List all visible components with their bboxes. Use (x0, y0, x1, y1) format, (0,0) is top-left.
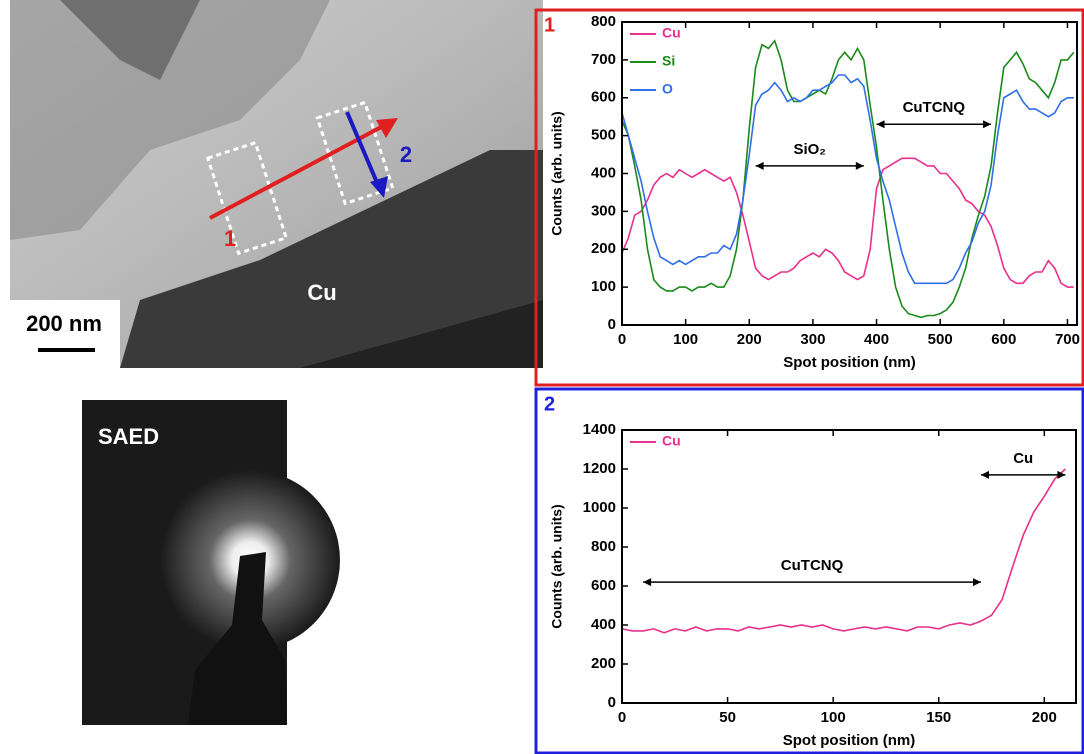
panel-label: 2 (544, 393, 555, 415)
legend-label: O (662, 81, 673, 97)
data-line (621, 157, 1074, 288)
y-tick-label: 300 (591, 202, 616, 219)
y-tick-label: 800 (591, 13, 616, 30)
y-tick-label: 1200 (583, 460, 616, 477)
x-tick-label: 100 (673, 331, 698, 348)
tem-image: 1 2 Cu 200 nm (10, 0, 543, 368)
plot-area (621, 429, 1077, 704)
x-tick-label: 50 (719, 709, 736, 726)
x-tick-label: 200 (737, 331, 762, 348)
legend-label: Cu (662, 433, 681, 449)
saed-image: SAED (82, 400, 340, 725)
annotation-label: CuTCNQ (781, 557, 844, 574)
y-tick-label: 400 (591, 616, 616, 633)
annotation-label: SiO₂ (793, 141, 826, 158)
data-line (621, 74, 1074, 285)
scale-bar-label: 200 nm (26, 311, 102, 336)
y-tick-label: 800 (591, 538, 616, 555)
x-tick-label: 400 (864, 331, 889, 348)
y-tick-label: 0 (608, 316, 616, 333)
y-tick-label: 500 (591, 127, 616, 144)
x-tick-label: 700 (1055, 331, 1080, 348)
x-axis-title: Spot position (nm) (783, 732, 915, 749)
panel-label: 1 (544, 14, 555, 36)
y-tick-label: 1400 (583, 421, 616, 438)
plot-area (621, 21, 1078, 326)
data-line (621, 468, 1066, 634)
y-tick-label: 100 (591, 278, 616, 295)
x-tick-label: 100 (821, 709, 846, 726)
panel-frame (534, 387, 1084, 754)
legend-label: Cu (662, 25, 681, 41)
legend-label: Si (662, 53, 675, 69)
region-label: Cu (307, 280, 336, 305)
panel-frame (534, 8, 1084, 387)
y-tick-label: 600 (591, 89, 616, 106)
x-tick-label: 600 (991, 331, 1016, 348)
x-tick-label: 300 (800, 331, 825, 348)
y-tick-label: 200 (591, 655, 616, 672)
x-axis-title: Spot position (nm) (783, 354, 915, 371)
y-tick-label: 400 (591, 164, 616, 181)
x-tick-label: 0 (618, 709, 626, 726)
panel-label: SAED (98, 424, 159, 449)
x-tick-label: 500 (928, 331, 953, 348)
y-tick-label: 200 (591, 240, 616, 257)
y-tick-label: 1000 (583, 499, 616, 516)
x-tick-label: 200 (1032, 709, 1057, 726)
data-line (621, 39, 1075, 319)
arrow-label: 2 (400, 142, 412, 167)
annotation-label: CuTCNQ (903, 99, 966, 116)
y-tick-label: 700 (591, 51, 616, 68)
annotation-label: Cu (1013, 450, 1033, 467)
y-tick-label: 600 (591, 577, 616, 594)
y-tick-label: 0 (608, 694, 616, 711)
arrow-label: 1 (224, 226, 236, 251)
y-axis-title: Counts (arb. units) (549, 111, 565, 235)
x-tick-label: 0 (618, 331, 626, 348)
x-tick-label: 150 (926, 709, 951, 726)
y-axis-title: Counts (arb. units) (549, 504, 565, 628)
